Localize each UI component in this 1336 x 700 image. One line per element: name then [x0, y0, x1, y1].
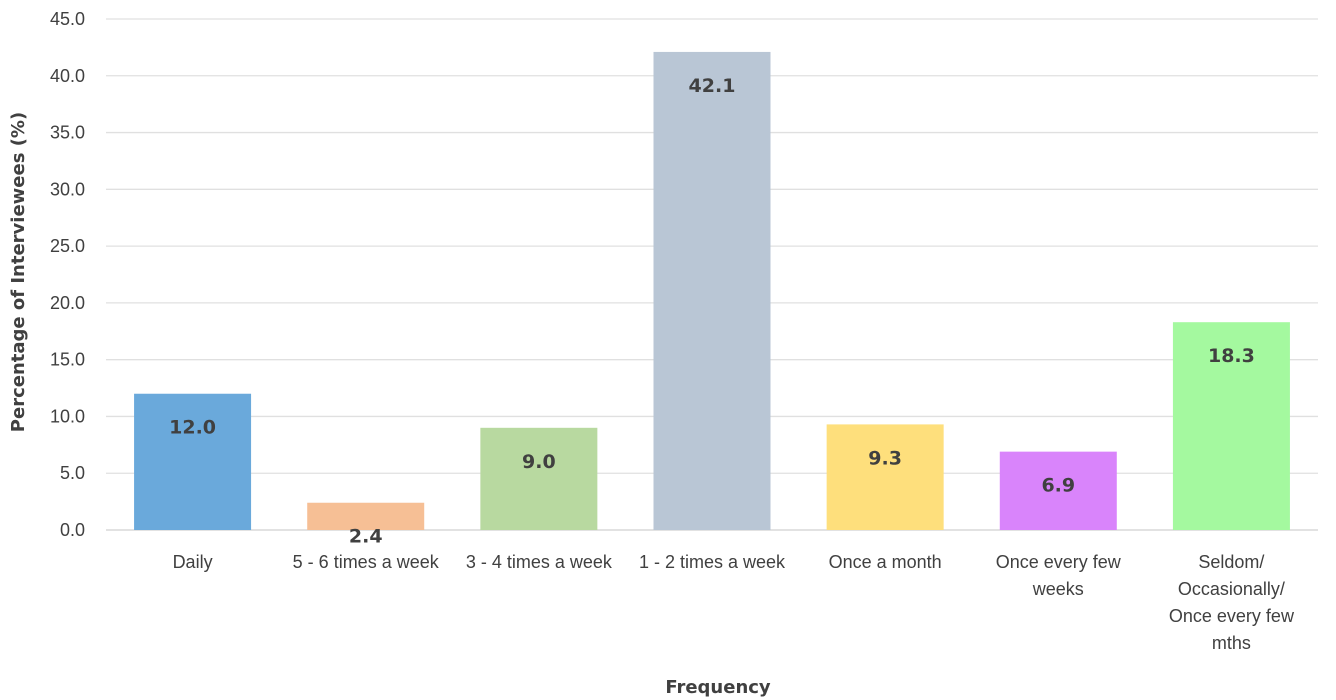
data-label: 9.3	[868, 447, 902, 469]
data-label: 2.4	[349, 526, 383, 548]
x-tick-label: 3 - 4 times a week	[466, 552, 613, 572]
data-labels: 12.0 2.4 9.0 42.1 9.3 6.9 18.3	[169, 75, 1255, 548]
y-tick-label: 45.0	[50, 9, 85, 29]
bar	[826, 424, 944, 530]
bars	[134, 51, 1290, 530]
y-tick-label: 30.0	[50, 179, 85, 199]
bar	[307, 502, 425, 530]
y-tick-label: 25.0	[50, 236, 85, 256]
y-tick-label: 15.0	[50, 350, 85, 370]
x-tick-label: 1 - 2 times a week	[639, 552, 786, 572]
x-tick-label: Once a month	[829, 552, 942, 572]
bar	[134, 393, 252, 530]
data-label: 12.0	[169, 417, 216, 439]
x-tick-label: Once every few weeks	[996, 552, 1122, 599]
data-label: 18.3	[1208, 345, 1255, 367]
bar	[999, 451, 1117, 530]
y-axis-title: Percentage of Interviewees (%)	[8, 112, 29, 432]
bar	[653, 51, 771, 530]
y-tick-label: 10.0	[50, 406, 85, 426]
data-label: 9.0	[522, 451, 556, 473]
y-tick-label: 35.0	[50, 123, 85, 143]
x-tick-label: 5 - 6 times a week	[293, 552, 440, 572]
data-label: 42.1	[689, 75, 736, 97]
bar	[1172, 322, 1290, 530]
y-tick-label: 40.0	[50, 66, 85, 86]
x-tick-label: Seldom/Occasionally/Once every few mths	[1169, 552, 1295, 653]
y-tick-label: 20.0	[50, 293, 85, 313]
y-tick-labels: 0.0 5.0 10.0 15.0 20.0 25.0 30.0 35.0 40.0 45.0	[50, 9, 85, 540]
y-tick-label: 0.0	[60, 520, 85, 540]
y-tick-label: 5.0	[60, 463, 85, 483]
x-tick-label: Daily	[173, 552, 213, 572]
bar	[480, 427, 598, 530]
data-label: 6.9	[1041, 475, 1075, 497]
x-axis-title: Frequency	[665, 677, 771, 698]
x-tick-labels: Daily 5 - 6 times a week 3 - 4 times a wee…	[173, 552, 1295, 653]
